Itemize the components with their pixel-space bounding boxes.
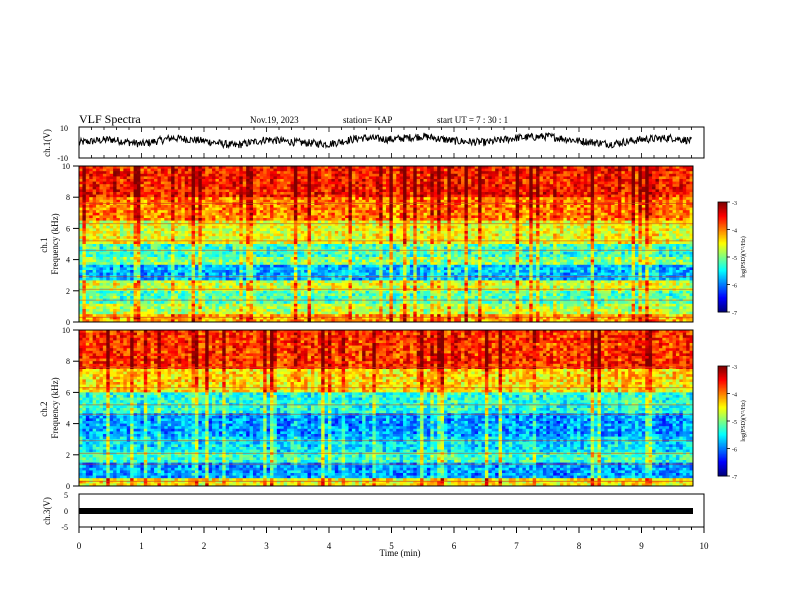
ytick-label: 2: [66, 451, 70, 460]
station-label: station= KAP: [343, 115, 392, 125]
xtick-label: 2: [202, 541, 207, 551]
ch1-ylabel: ch.1(V): [42, 129, 52, 157]
colorbar-tick: -5: [732, 256, 737, 262]
ch3-ytick-top: 5: [64, 491, 68, 500]
colorbar-label: log(PSD)(V²/Hz): [740, 400, 747, 441]
colorbar-tick: -4: [732, 229, 737, 235]
colorbar-label: log(PSD)(V²/Hz): [740, 236, 747, 277]
ch3-ytick-mid: 0: [64, 507, 68, 516]
date-label: Nov.19, 2023: [250, 115, 299, 125]
ytick-label: 8: [66, 357, 70, 366]
xtick-label: 1: [139, 541, 144, 551]
ch1-spectrogram: [79, 166, 693, 322]
ch3-signal-band: [79, 508, 693, 514]
ch2-yticks: 0 2 4 6 8 10: [62, 326, 79, 491]
ch1-spec-ylabel-channel: ch.1: [39, 238, 49, 253]
ch1-ytick-top: 10: [60, 124, 68, 133]
xtick-label: 3: [264, 541, 269, 551]
ch2-spectrogram: [79, 330, 693, 486]
ch1-spec-ylabel-freq: Frequency (kHz): [50, 213, 60, 274]
time-axis-label: Time (min): [380, 548, 421, 558]
ytick-label: 6: [66, 224, 70, 233]
vlf-figure: VLF Spectra Nov.19, 2023 station= KAP st…: [0, 0, 792, 612]
ch2-spec-ylabel-channel: ch.2: [39, 402, 49, 417]
ch3-ytick-bottom: -5: [61, 523, 68, 532]
ytick-label: 6: [66, 388, 70, 397]
ch2-colorbar: -3 -4 -5 -6 -7 log(PSD)(V²/Hz): [718, 365, 747, 481]
ytick-label: 10: [62, 326, 70, 335]
ytick-label: 4: [66, 256, 70, 265]
colorbar-tick: -7: [732, 311, 737, 317]
xtick-label: 8: [577, 541, 582, 551]
colorbar-tick: -4: [732, 393, 737, 399]
xtick-label: 0: [77, 541, 82, 551]
ch2-spectrogram-panel: 0 2 4 6 8 10 ch.2 Frequency (kHz) -3 -4 -5 -6 -7 l…: [39, 326, 747, 491]
ytick-label: 4: [66, 420, 70, 429]
xtick-label: 10: [700, 541, 710, 551]
ch3-ylabel: ch.3(V): [42, 497, 52, 525]
ch2-spec-ylabel-freq: Frequency (kHz): [50, 377, 60, 438]
ytick-label: 0: [66, 482, 70, 491]
ch1-waveform-line: [79, 133, 692, 148]
colorbar-tick: -3: [732, 201, 737, 207]
ytick-label: 10: [62, 162, 70, 171]
xtick-label: 4: [327, 541, 332, 551]
colorbar-tick: -5: [732, 420, 737, 426]
colorbar-tick: -3: [732, 365, 737, 371]
xtick-label: 9: [639, 541, 644, 551]
xtick-label: 6: [452, 541, 457, 551]
colorbar-tick: -6: [732, 448, 737, 454]
ch1-spec-ylabel: ch.1 Frequency (kHz): [39, 213, 60, 274]
ytick-label: 2: [66, 287, 70, 296]
figure-title: VLF Spectra: [79, 112, 141, 126]
ch1-colorbar: -3 -4 -5 -6 -7 log(PSD)(V²/Hz): [718, 201, 747, 317]
start-time-label: start UT = 7 : 30 : 1: [437, 115, 508, 125]
colorbar-tick: -6: [732, 284, 737, 290]
colorbar-tick: -7: [732, 475, 737, 481]
xtick-label: 7: [514, 541, 519, 551]
ytick-label: 8: [66, 193, 70, 202]
ch2-spec-ylabel: ch.2 Frequency (kHz): [39, 377, 60, 438]
